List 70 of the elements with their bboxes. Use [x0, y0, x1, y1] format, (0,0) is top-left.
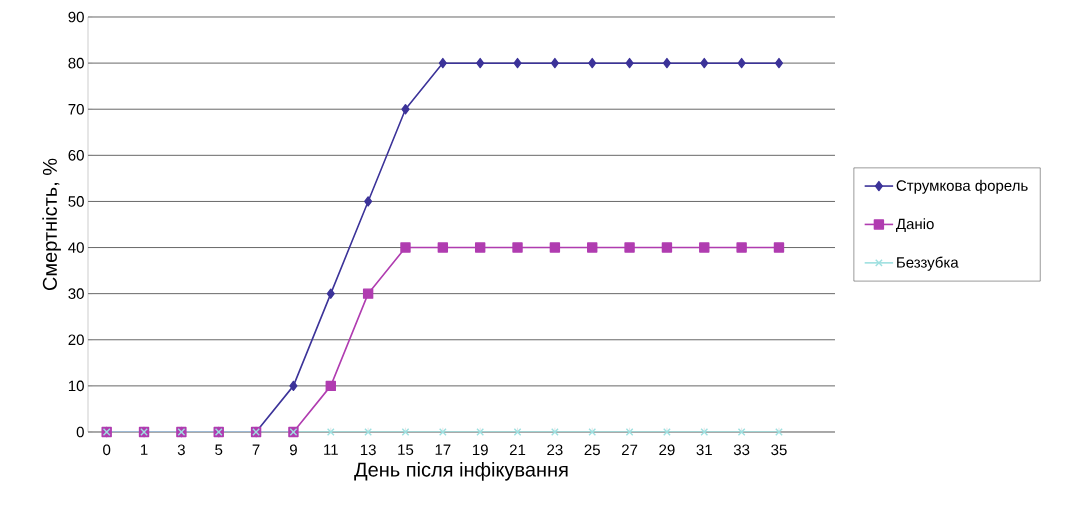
x-tick-label: 21 [509, 444, 526, 455]
y-tick-label: 90 [68, 11, 84, 23]
point [700, 57, 709, 69]
x-tick-label: 29 [659, 444, 675, 456]
x-tick-label: 27 [621, 444, 638, 455]
point [551, 428, 559, 436]
x-tick-label: 31 [696, 444, 712, 456]
point [289, 380, 298, 392]
point [400, 242, 411, 253]
point [326, 428, 335, 436]
y-axis-title: Смертність, % [42, 158, 61, 291]
x-tick-label: 5 [215, 444, 223, 455]
point [362, 288, 374, 299]
point [773, 242, 785, 253]
point [476, 428, 485, 436]
y-tick-label: 70 [68, 103, 84, 115]
point [699, 242, 710, 253]
x-tick-label: 15 [398, 444, 414, 455]
x-tick-label: 7 [252, 444, 260, 455]
point [587, 242, 598, 253]
point [326, 288, 335, 299]
y-tick-label: 20 [68, 334, 84, 346]
legend-label: Даніо [896, 218, 934, 233]
x-tick-label: 33 [733, 444, 750, 456]
point [549, 242, 561, 253]
x-tick-label: 3 [177, 444, 185, 456]
point [663, 428, 671, 436]
x-tick-label: 35 [771, 444, 787, 456]
x-tick-label: 0 [103, 444, 111, 456]
point [438, 57, 447, 69]
y-tick-label: 80 [68, 57, 84, 69]
x-tick-label: 23 [547, 444, 563, 456]
y-tick-label: 40 [68, 242, 84, 253]
x-axis-title: День після інфікування [354, 462, 568, 481]
point [474, 242, 486, 253]
point [364, 196, 373, 207]
point [624, 242, 635, 253]
point [513, 57, 522, 69]
x-tick-label: 13 [360, 444, 376, 456]
y-tick-label: 0 [76, 426, 84, 438]
point [700, 428, 709, 436]
point [438, 428, 447, 436]
x-tick-label: 1 [141, 444, 148, 455]
x-tick-label: 25 [584, 444, 600, 456]
point [737, 57, 746, 69]
y-tick-label: 30 [68, 288, 84, 299]
x-tick-label: 9 [289, 444, 297, 456]
point [364, 428, 373, 436]
point [437, 242, 449, 253]
point [550, 57, 559, 69]
point [588, 428, 597, 436]
point [737, 428, 746, 436]
legend-label: Струмкова форель [896, 179, 1028, 194]
x-tick-label: 19 [472, 444, 488, 456]
point [774, 57, 784, 69]
point [662, 57, 671, 69]
y-tick-label: 60 [68, 150, 84, 161]
y-tick-label: 10 [68, 380, 84, 392]
x-tick-label: 17 [435, 444, 451, 455]
point [325, 380, 336, 392]
point [661, 242, 673, 253]
point [476, 57, 485, 69]
legend-label: Беззубка [897, 256, 959, 271]
point [512, 242, 523, 253]
point [625, 57, 634, 69]
point [401, 104, 410, 115]
point [588, 57, 597, 69]
x-tick-label: 11 [324, 444, 338, 455]
point [736, 242, 747, 253]
y-tick-label: 50 [68, 196, 84, 207]
